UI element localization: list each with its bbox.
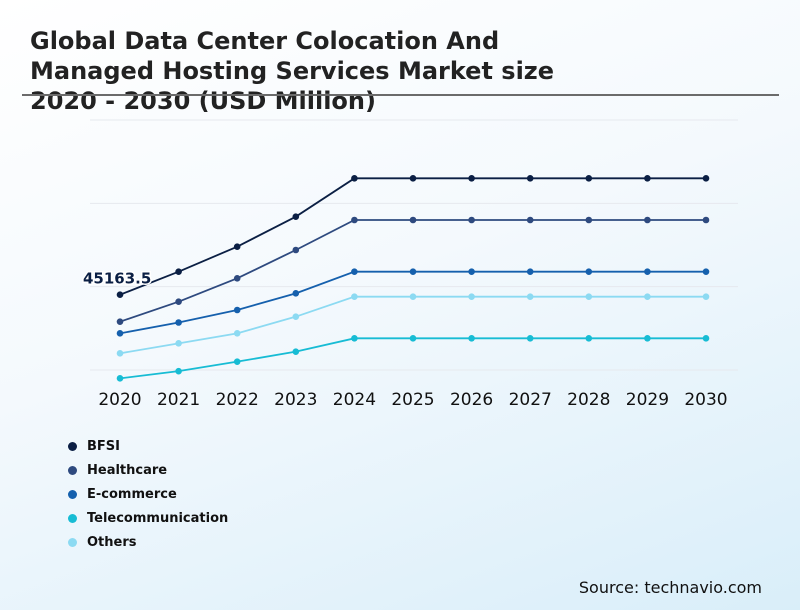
legend-swatch: [68, 489, 77, 499]
data-point-bfsi-2023: [292, 213, 300, 220]
data-point-telecommunication-2024: [351, 335, 358, 342]
data-point-e-commerce-2022: [233, 306, 241, 314]
data-point-bfsi-2026: [468, 175, 475, 182]
data-point-bfsi-2020: [116, 291, 124, 299]
data-label: 45163.5: [83, 270, 151, 288]
data-point-healthcare-2028: [585, 216, 593, 224]
x-tick-label: 2024: [333, 390, 376, 410]
x-tick-label: 2025: [391, 390, 434, 410]
series-line-others: [119, 295, 706, 355]
data-point-healthcare-2026: [468, 216, 475, 224]
data-point-others-2025: [409, 293, 417, 300]
data-point-others-2029: [644, 293, 651, 300]
data-point-healthcare-2020: [116, 318, 124, 325]
data-point-healthcare-2022: [233, 275, 241, 282]
data-point-others-2028: [585, 293, 593, 300]
x-tick-label: 2021: [157, 390, 200, 410]
title-divider: [22, 94, 779, 96]
data-point-e-commerce-2024: [351, 268, 358, 275]
x-tick-label: 2027: [509, 390, 552, 410]
data-point-healthcare-2029: [644, 216, 651, 224]
data-point-e-commerce-2030: [702, 268, 710, 275]
data-point-others-2027: [526, 293, 534, 300]
legend-item-telecommunication: Telecommunication: [68, 506, 228, 530]
data-point-bfsi-2024: [351, 175, 358, 182]
data-point-others-2021: [175, 340, 182, 347]
data-point-telecommunication-2028: [585, 335, 593, 342]
data-point-bfsi-2027: [526, 175, 534, 182]
data-point-e-commerce-2020: [116, 330, 124, 337]
data-point-telecommunication-2025: [409, 335, 417, 342]
data-point-telecommunication-2026: [468, 335, 475, 342]
legend-swatch: [68, 441, 77, 451]
data-point-telecommunication-2030: [702, 335, 710, 342]
data-point-bfsi-2021: [175, 268, 182, 275]
series-line-bfsi: [119, 177, 706, 296]
chart-title: Global Data Center Colocation And Manage…: [30, 27, 555, 115]
data-point-e-commerce-2028: [585, 268, 593, 275]
data-point-bfsi-2022: [233, 243, 241, 250]
legend-item-healthcare: Healthcare: [68, 458, 228, 482]
x-tick-label: 2028: [567, 390, 610, 410]
legend-swatch: [68, 465, 77, 475]
data-point-healthcare-2030: [702, 216, 710, 224]
data-point-healthcare-2023: [292, 246, 300, 254]
data-point-others-2023: [292, 313, 300, 320]
data-point-e-commerce-2023: [292, 290, 300, 297]
data-point-others-2024: [351, 293, 358, 300]
legend-label: Telecommunication: [87, 510, 229, 526]
x-tick-label: 2022: [216, 390, 259, 410]
data-point-telecommunication-2020: [116, 375, 124, 382]
data-point-others-2030: [702, 293, 710, 300]
x-tick-label: 2023: [274, 390, 317, 410]
legend-item-bfsi: BFSI: [68, 434, 228, 458]
data-point-healthcare-2021: [175, 298, 182, 305]
legend-label: Healthcare: [87, 462, 168, 478]
data-point-telecommunication-2022: [233, 358, 241, 365]
data-point-telecommunication-2023: [292, 348, 300, 355]
data-point-others-2022: [233, 330, 241, 337]
data-point-e-commerce-2029: [644, 268, 651, 275]
data-point-others-2026: [468, 293, 475, 300]
data-point-telecommunication-2021: [175, 367, 182, 375]
data-point-bfsi-2025: [409, 175, 417, 182]
x-tick-label: 2030: [684, 390, 727, 410]
x-tick-label: 2020: [98, 390, 141, 410]
data-point-others-2020: [116, 350, 124, 357]
legend-swatch: [68, 513, 77, 523]
legend-item-e-commerce: E-commerce: [68, 482, 228, 506]
series-line-e-commerce: [119, 270, 706, 335]
data-point-e-commerce-2026: [468, 268, 475, 275]
data-point-e-commerce-2027: [526, 268, 534, 275]
data-point-bfsi-2030: [702, 175, 710, 182]
source-credit: Source: technavio.com: [578, 578, 762, 597]
legend-item-others: Others: [68, 530, 228, 554]
series-line-telecommunication: [119, 337, 706, 380]
data-point-bfsi-2029: [644, 175, 651, 182]
x-tick-label: 2029: [626, 390, 669, 410]
data-point-telecommunication-2029: [644, 335, 651, 342]
data-point-healthcare-2024: [351, 216, 358, 224]
data-point-bfsi-2028: [585, 175, 593, 182]
x-tick-label: 2026: [450, 390, 493, 410]
data-point-healthcare-2027: [526, 216, 534, 224]
data-point-e-commerce-2021: [175, 319, 182, 326]
legend-label: E-commerce: [87, 486, 177, 502]
data-point-e-commerce-2025: [409, 268, 417, 275]
chart-legend: BFSI Healthcare E-commerce Telecommunicatio…: [68, 434, 228, 554]
legend-label: BFSI: [87, 438, 120, 454]
data-point-healthcare-2025: [409, 216, 417, 224]
legend-label: Others: [87, 534, 137, 550]
legend-swatch: [68, 537, 77, 547]
data-point-telecommunication-2027: [526, 335, 534, 342]
